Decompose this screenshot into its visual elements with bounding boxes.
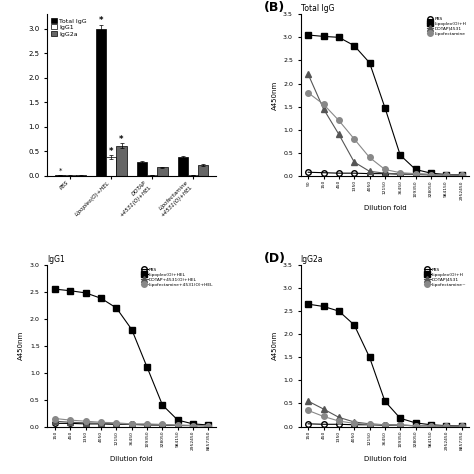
Bar xyxy=(178,157,188,176)
Bar xyxy=(75,175,86,176)
Text: (B): (B) xyxy=(264,1,285,14)
Text: *: * xyxy=(119,135,124,144)
Bar xyxy=(55,175,65,176)
Bar xyxy=(117,146,127,176)
Bar xyxy=(188,175,198,176)
Text: (D): (D) xyxy=(264,252,285,265)
X-axis label: Dilution fold: Dilution fold xyxy=(110,456,153,462)
Text: *: * xyxy=(109,147,114,156)
Text: IgG2a: IgG2a xyxy=(301,255,323,264)
Legend: PBS, Lipoplex(O)+HEL, DOTAP+4531(O)+HEL, Lipofectamine+4531(O)+HEL: PBS, Lipoplex(O)+HEL, DOTAP+4531(O)+HEL,… xyxy=(140,267,214,287)
X-axis label: Dilution fold: Dilution fold xyxy=(364,456,406,462)
Y-axis label: A450nm: A450nm xyxy=(18,331,24,360)
Bar xyxy=(157,167,168,176)
X-axis label: Dilution fold: Dilution fold xyxy=(364,205,406,211)
Bar xyxy=(137,162,147,176)
Bar xyxy=(96,29,106,176)
Text: Total IgG: Total IgG xyxy=(301,4,334,13)
Y-axis label: A450nm: A450nm xyxy=(272,81,277,109)
Bar xyxy=(106,157,117,176)
Legend: Total IgG, IgG1, IgG2a: Total IgG, IgG1, IgG2a xyxy=(51,18,88,37)
Text: IgG1: IgG1 xyxy=(47,255,65,264)
Bar xyxy=(147,175,157,176)
Legend: PBS, Lipoplex(O)+H, DOTAP|4531, Lipofectamine~: PBS, Lipoplex(O)+H, DOTAP|4531, Lipofect… xyxy=(424,267,467,287)
Bar xyxy=(65,175,75,176)
Y-axis label: A450nm: A450nm xyxy=(272,331,277,360)
Bar xyxy=(198,165,209,176)
Legend: PBS, Lipoplex(O)+H, DOTAP|4531, Lipofectamine: PBS, Lipoplex(O)+H, DOTAP|4531, Lipofect… xyxy=(426,17,467,36)
Text: *: * xyxy=(99,16,103,25)
Text: *: * xyxy=(58,168,62,174)
